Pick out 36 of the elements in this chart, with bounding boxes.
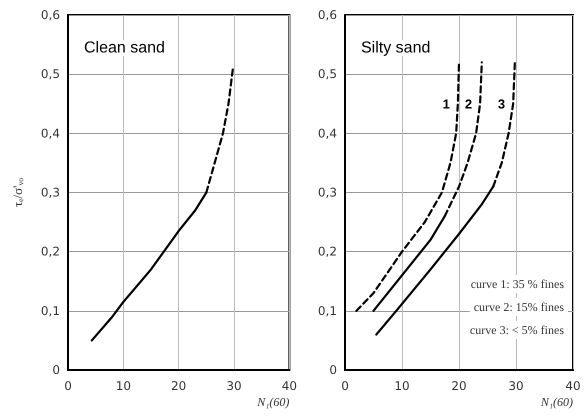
annotation: curve 2: 15% fines: [474, 300, 564, 314]
x-axis-title: N₁(60): [256, 395, 290, 409]
y-tick-label: 0,4: [40, 126, 60, 140]
y-tick-label: 0,4: [318, 126, 337, 140]
y-tick-label: 0,3: [40, 186, 60, 200]
y-tick-label: 0,2: [318, 244, 337, 259]
series-label: 2: [464, 96, 472, 112]
x-axis-title: N₁(60): [540, 395, 573, 409]
y-tick-label: 0,6: [318, 8, 337, 22]
x-tick-label: 20: [171, 379, 186, 393]
series-label: 3: [498, 96, 506, 112]
x-tick-label: 30: [226, 379, 242, 393]
line-series: [355, 61, 460, 312]
y-tick-label: 0,6: [40, 8, 60, 22]
y-tick-label: 0: [52, 363, 60, 377]
y-tick-label: 0,5: [40, 67, 60, 82]
y-tick-label: 0,2: [40, 244, 60, 259]
x-tick-label: 20: [451, 379, 467, 393]
y-tick-label: 0,3: [318, 186, 337, 200]
x-tick-label: 40: [565, 379, 581, 393]
y-axis-title: τₑ/σ'ᵥₒ: [10, 178, 25, 208]
annotation: Silty sand: [361, 40, 430, 56]
y-tick-label: 0,1: [318, 304, 337, 318]
x-tick-label: 10: [394, 379, 410, 393]
annotation: curve 1: 35 % fines: [470, 277, 564, 291]
x-tick-label: 0: [64, 379, 72, 393]
x-tick-label: 40: [282, 379, 298, 393]
series-label: 1: [442, 96, 450, 112]
x-tick-label: 0: [341, 379, 349, 393]
y-tick-label: 0,1: [40, 304, 60, 318]
annotation: curve 3: < 5% fines: [470, 323, 564, 337]
x-tick-label: 10: [116, 379, 131, 393]
y-tick-label: 0,5: [318, 67, 337, 82]
x-tick-label: 30: [508, 379, 524, 393]
annotation: Clean sand: [84, 40, 165, 56]
y-tick-label: 0: [329, 363, 337, 377]
